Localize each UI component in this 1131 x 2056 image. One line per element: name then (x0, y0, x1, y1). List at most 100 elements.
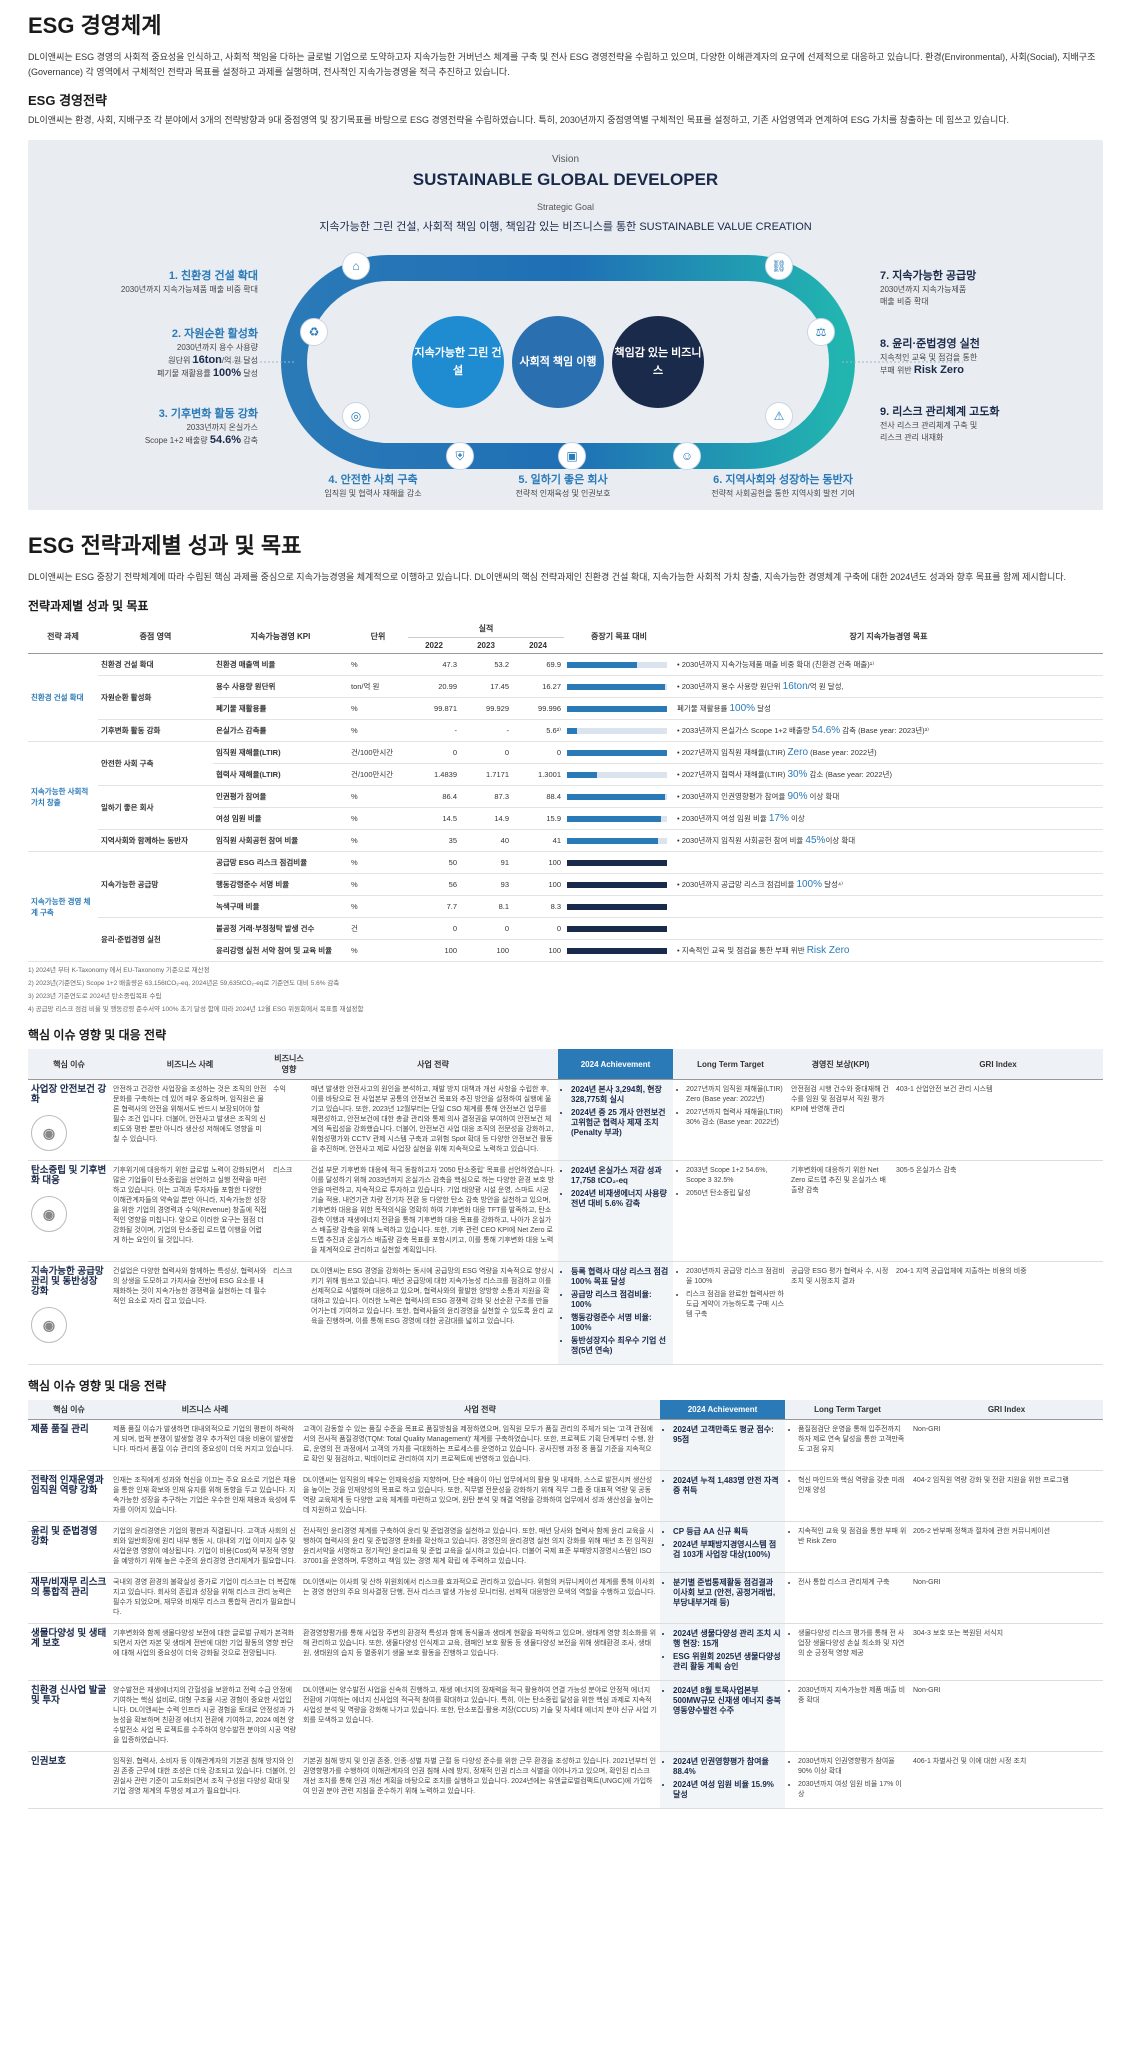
focus-title: 3. 기후변화 활동 강화 (158, 408, 258, 420)
long-term-target-item: 2050년 탄소중립 달성 (686, 1189, 785, 1199)
goal-text: 감소 (Base year: 2022년) (807, 770, 892, 779)
kpi-value: 69.9 (512, 653, 564, 676)
strategy-performance-intro: DL이앤씨는 ESG 중장기 전략체계에 따라 수립된 핵심 과제를 중심으로 … (28, 572, 1067, 582)
kpi-value: 100 (408, 939, 460, 962)
focus-desc: 2030년까지 용수 사용량 (176, 343, 258, 352)
strategic-task: 친환경 건설 확대 (28, 653, 98, 742)
achievement-list: 2024년 누적 1,483명 안전 자격증 취득 (663, 1476, 782, 1496)
achievement-item: 2024년 비재생에너지 사용량 전년 대비 5.6% 감축 (571, 1189, 670, 1209)
long-term-target-list: 2030년까지 인권영향평가 참여율 90% 이상 확대 2030년까지 여성 임… (788, 1757, 907, 1800)
page: ESG 경영체계 DL이앤씨는 ESG 경영의 사회적 중요성을 인식하고, 사… (28, 8, 1103, 1809)
col-gri: GRI Index (910, 1400, 1103, 1420)
achievement: 2024년 본사 3,294회, 현장 328,775회 실시 2024년 중 2… (558, 1079, 673, 1161)
target-progress-cell (564, 763, 674, 786)
target-progress-bar (567, 859, 667, 866)
focus-title: 2. 자원순환 활성화 (171, 328, 258, 340)
issue-name: 탄소중립 및 기후변화 대응 ◉ (28, 1160, 110, 1262)
issue-name: 생물다양성 및 생태계 보호 (28, 1623, 110, 1681)
focus-desc-line: 원단위 16ton/억 원 달성 (88, 354, 258, 367)
target-progress-bar (567, 749, 667, 756)
achievement: 2024년 생물다양성 관리 조치 시행 현장: 15개 ESG 위원회 2025… (660, 1623, 785, 1681)
focus-area: 안전한 사회 구축 (98, 741, 213, 786)
focus-desc: 지속적인 교육 및 점검을 통한 (880, 353, 978, 362)
kpi-name: 여성 임원 비율 (213, 807, 348, 830)
achievement-item: 2024년 생물다양성 관리 조치 시행 현장: 15개 (673, 1629, 782, 1649)
section-title-strategy-performance: ESG 전략과제별 성과 및 목표 (28, 533, 302, 558)
kpi-row: 폐기물 재활용률% 99.871 99.929 99.996 폐기물 재활용률 100%… (28, 697, 1103, 720)
kpi-name: 공급망 ESG 리스크 점검비율 (213, 851, 348, 874)
achievement-list: 2024년 8월 토목사업본부 500MW규모 신재생 에너지 충북 영동양수발… (663, 1686, 782, 1716)
issue-row: 사업장 안전보건 강화 ◉ 안전하고 건강한 사업장을 조성하는 것은 조직의 안전… (28, 1079, 1103, 1161)
long-term-target-list: 혁신 마인드와 핵심 역량을 갖춘 미래인재 양성 (788, 1476, 907, 1496)
long-term-target-item: 혁신 마인드와 핵심 역량을 갖춘 미래인재 양성 (798, 1476, 907, 1496)
target-progress-fill (567, 903, 667, 910)
long-term-goal: • 2030년까지 지속가능제품 매출 비중 확대 (친환경 건축 매출)¹⁾ (674, 653, 1103, 676)
target-progress-cell (564, 719, 674, 742)
issue-row: 생물다양성 및 생태계 보호 기후변화와 함께 생물다양성 보전에 대한 글로벌 … (28, 1623, 1103, 1681)
kpi-value: - (408, 719, 460, 742)
target-progress-cell (564, 785, 674, 808)
highlight: 54.6% (209, 434, 242, 446)
long-term-target-item: 품질점검단 운영을 통해 입주전까지 하자 제로 연속 달성을 통한 고객만족도… (798, 1425, 907, 1455)
goal-text: 폐기물 재활용률 (677, 704, 730, 713)
kpi-value: 0 (408, 917, 460, 940)
long-term-target-item: 2030년까지 여성 임원 비율 17% 이상 (798, 1780, 907, 1800)
kpi-value: 15.9 (512, 807, 564, 830)
focus-desc: 리스크 관리 내재화 (880, 433, 944, 442)
goal-text: 달성 (755, 704, 771, 713)
goal-text: • 2027년까지 협력사 재해율(LTIR) (677, 770, 788, 779)
focus-desc: 2030년까지 지속가능제품 (880, 285, 967, 294)
highlight: Risk Zero (913, 364, 965, 376)
kpi-name: 폐기물 재활용률 (213, 697, 348, 720)
achievement-item: 2024년 8월 토목사업본부 500MW규모 신재생 에너지 충북 영동양수발… (673, 1686, 782, 1716)
kpi-name: 윤리강령 실천 서약 참여 및 교육 비율 (213, 939, 348, 962)
target-progress-fill (567, 661, 637, 668)
issue-matrix-2: 핵심 이슈 비즈니스 사례 사업 전략 2024 Achievement Lon… (28, 1400, 1103, 1809)
text: 원단위 (168, 356, 193, 365)
focus-item-4: 4. 안전한 사회 구축 임직원 및 협력사 재해율 감소 (298, 474, 448, 500)
target-progress-fill (567, 837, 658, 844)
kpi-value: 99.996 (512, 697, 564, 720)
kpi-row: 지속가능한 경영 체계 구축 지속가능한 공급망 공급망 ESG 리스크 점검비율%… (28, 851, 1103, 962)
goal-text: • 2030년까지 지속가능제품 매출 비중 확대 (친환경 건축 매출)¹⁾ (677, 660, 875, 669)
col-2024: 2024 (512, 637, 564, 654)
target-progress-cell (564, 829, 674, 852)
kpi-row: 일하기 좋은 회사 인권평가 참여율% 86.4 87.3 88.4 • 2030년까지 … (28, 785, 1103, 830)
kpi-value: 1.3001 (512, 763, 564, 786)
target-progress-cell (564, 675, 674, 698)
issue-row: 재무/비재무 리스크의 통합적 관리 국내외 경영 환경의 불확실성 증가로 기업… (28, 1572, 1103, 1624)
business-strategy: 환경영향평가를 통해 사업장 주변의 환경적 특성과 함께 동식물과 생태계 현… (300, 1623, 660, 1681)
business-case: 인재는 조직에게 성과와 혁신을 이끄는 주요 요소로 기업은 채용을 통한 인… (110, 1470, 300, 1522)
gri-index: 205-2 반부패 정책과 절차에 관한 커뮤니케이션 (910, 1521, 1103, 1573)
achievement-item: 공급망 리스크 점검비율: 100% (571, 1290, 670, 1310)
gri-index: 404-2 임직원 역량 강화 및 전환 지원을 위한 프로그램 (910, 1470, 1103, 1522)
focus-title: 1. 친환경 건설 확대 (168, 270, 258, 282)
col-2022: 2022 (408, 637, 460, 654)
goal-text: /억 원 달성, (807, 682, 844, 691)
achievement-list: 2024년 온실가스 저감 성과 17,758 tCO₂-eq 2024년 비재생… (561, 1166, 670, 1209)
long-term-target: 혁신 마인드와 핵심 역량을 갖춘 미래인재 양성 (785, 1470, 910, 1522)
highlight: 100% (212, 367, 242, 379)
briefcase-icon: ▣ (558, 442, 586, 470)
issue-name: 사업장 안전보건 강화 ◉ (28, 1079, 110, 1161)
achievement-list: 2024년 고객만족도 평균 점수: 95점 (663, 1425, 782, 1445)
section-subtitle-esg-strategy: ESG 경영전략 (28, 93, 107, 108)
goal-text: • 2030년까지 여성 임원 비율 (677, 814, 769, 823)
kpi-value: 87.3 (460, 785, 512, 808)
goal-text: • 2030년까지 인권영향평가 참여율 (677, 792, 788, 801)
long-term-target-item: 2027년까지 임직원 재해율(LTIR) Zero (Base year: 2… (686, 1085, 785, 1105)
target-progress-fill (567, 925, 667, 932)
focus-desc: 전사 리스크 관리체계 구축 및 (880, 421, 978, 430)
focus-item-3: 3. 기후변화 활동 강화 2033년까지 온실가스 Scope 1+2 배출량… (88, 408, 258, 447)
col-goal: 장기 지속가능경영 목표 (674, 620, 1103, 654)
col-achievement: 2024 Achievement (558, 1049, 673, 1080)
col-strategy: 사업 전략 (308, 1049, 558, 1080)
target-progress-bar (567, 661, 667, 668)
kpi-unit: 건 (348, 917, 408, 940)
issue-row: 윤리 및 준법경영 강화 기업의 윤리경영은 기업의 평판과 직결됩니다. 고객과… (28, 1521, 1103, 1573)
circle-label: 지속가능한 그린 건설 (414, 347, 502, 377)
matrix1-title: 핵심 이슈 영향 및 대응 전략 (28, 1028, 167, 1042)
kpi-unit: % (348, 653, 408, 676)
issue-name: 윤리 및 준법경영 강화 (28, 1521, 110, 1573)
long-term-goal: • 2030년까지 용수 사용량 원단위 16ton/억 원 달성, (674, 675, 1103, 698)
